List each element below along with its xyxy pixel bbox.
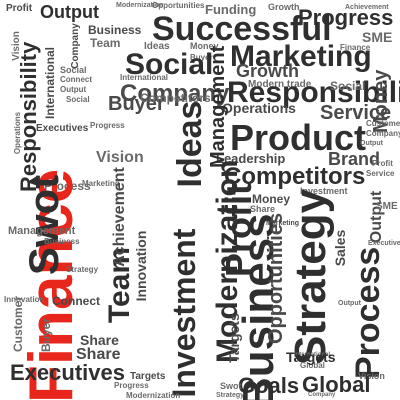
word-ideas-big: Ideas (171, 100, 209, 188)
word-social-left2: Social (66, 95, 90, 104)
word-operations: Leadership (216, 151, 286, 166)
word-achievement-top: Achievement (345, 4, 389, 11)
word-process-left: Process (44, 179, 91, 193)
word-executives-mid: Executives (36, 123, 89, 134)
word-data-mid: Money (252, 192, 291, 206)
word-successful-top: Successful (152, 10, 332, 48)
word-modern-trade: Modern trade (248, 79, 312, 90)
word-customer: Operations (222, 100, 296, 116)
word-investment-big: Investment (166, 228, 202, 398)
word-progress-bottom: Progress (114, 381, 149, 390)
word-business-left: Business (44, 237, 80, 246)
word-product: Product (230, 117, 367, 158)
word-swot-bottom: Swot (220, 381, 242, 391)
word-service: Service (320, 102, 392, 124)
word-data-top: Money (190, 41, 219, 51)
word-management: Sales (332, 229, 348, 267)
word-vision: Share (80, 332, 119, 348)
word-company-mid: Company (120, 80, 230, 107)
word-connect-left: Connect (60, 75, 92, 84)
word-customer-vert: Operations (13, 111, 22, 155)
word-investment-small: Investment (300, 186, 348, 196)
word-funding-vert: Customer (11, 295, 25, 352)
word-sales-right: Vision (358, 371, 385, 381)
word-executives-right: Executives (368, 240, 400, 247)
word-modernization-top: Modernization (116, 2, 164, 9)
word-process-big: Process (349, 246, 387, 379)
word-ideas-top: Ideas (144, 41, 170, 52)
word-buyer-top: Buyer (190, 53, 213, 62)
word-sme-top: SME (362, 29, 393, 45)
word-modernization-bottom: Modernization (126, 391, 181, 400)
word-service-right: Service (366, 169, 395, 178)
word-international-right: International (294, 352, 331, 358)
word-buyer-vert: Buyer (39, 318, 53, 353)
word-output-left: Output (60, 85, 87, 94)
word-opportunities: Opportunities (265, 212, 287, 344)
word-responsibility: Competitors (224, 163, 366, 190)
word-profit-top: Profit (6, 3, 33, 14)
word-achievement: Achievement (111, 167, 128, 267)
word-connect-mid: Connect (52, 294, 100, 308)
word-company-right: Company (366, 129, 400, 138)
word-executives-big: Executives (10, 360, 125, 385)
word-innovation-vert: Innovation (133, 230, 149, 302)
word-vision-mid: Share (250, 204, 276, 214)
word-growth-mid: Growth (236, 61, 299, 81)
word-profit-right: Profit (372, 159, 393, 168)
word-company-bottom-right: Company (308, 392, 336, 398)
word-team-top: Team (90, 36, 121, 50)
word-competitors-right: Output (360, 140, 383, 147)
word-marketing-mid: Marketing (266, 220, 300, 227)
word-progress-top: Progress (298, 5, 394, 30)
word-leadership: Targets (226, 313, 242, 363)
word-output-mid: Responsibility (227, 76, 400, 109)
word-output-vert: Output (368, 190, 385, 244)
word-goals: Goals (238, 373, 300, 398)
word-money-left: Management (8, 225, 76, 237)
word-competitors-top: Output (40, 2, 99, 22)
word-finance-right: Finance (340, 43, 371, 52)
word-social-left: Social (60, 65, 87, 75)
word-marketing-small: Marketing (82, 179, 120, 188)
word-strategy: Strategy (286, 188, 335, 365)
word-growth-top: Growth (268, 2, 300, 12)
word-global-big: Global (302, 372, 371, 397)
word-innovation-left: Innovation (4, 295, 45, 304)
word-strategy-left: Strategy (66, 265, 99, 274)
word-funding-right: Customer (366, 119, 400, 128)
word-sales-vert: Vision (11, 31, 22, 61)
word-social-top: Social (125, 48, 214, 81)
word-brand: Brand (328, 149, 381, 169)
word-buyer-mid: Buyer (108, 93, 165, 115)
word-targets-bottom: Targets (130, 371, 166, 382)
word-targets: Targets (286, 349, 336, 365)
word-sme-right: SME (376, 201, 398, 212)
word-social-mid: Social (330, 79, 366, 93)
word-business-top: Business (88, 23, 142, 37)
word-strategy-bottom: Strategy (216, 392, 245, 399)
word-international-vert: International (43, 47, 57, 120)
word-progress-left: Progress (90, 121, 125, 130)
word-money: Management (207, 45, 229, 168)
word-network-top: Funding (205, 2, 257, 17)
word-share: Share (76, 346, 121, 363)
word-global-right: Global (300, 361, 325, 370)
word-marketing: Marketing (230, 40, 372, 73)
word-competitors-right2: Output (338, 300, 361, 307)
word-opportunities-top: Opportunities (152, 1, 205, 10)
word-sales-mid: Vision (96, 149, 144, 166)
word-international-top: International (120, 73, 169, 82)
word-swot-small: Competitors (140, 91, 211, 105)
